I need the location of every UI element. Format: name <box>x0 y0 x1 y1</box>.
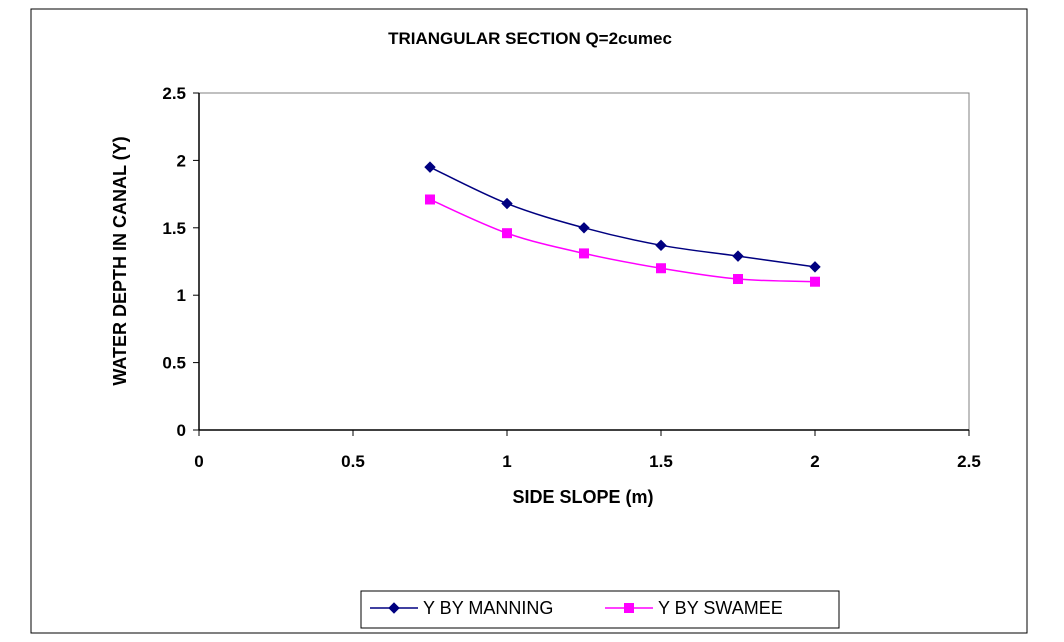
series-line-y-by-manning <box>429 166 816 268</box>
data-point-y-by-manning <box>578 222 590 234</box>
y-tick-label: 2.5 <box>162 84 186 103</box>
x-tick-label: 2.5 <box>957 452 981 471</box>
data-point-y-by-manning <box>655 239 667 252</box>
data-point-y-by-manning <box>732 250 744 262</box>
data-point-y-by-swamee <box>502 228 512 239</box>
x-tick-label: 0.5 <box>341 452 365 471</box>
data-point-y-by-swamee <box>425 194 435 205</box>
y-tick-label: 0.5 <box>162 354 186 373</box>
x-tick-label: 2 <box>810 452 819 471</box>
data-point-y-by-swamee <box>810 276 820 287</box>
legend-marker-y-by-manning <box>388 602 400 614</box>
legend-label-y-by-manning: Y BY MANNING <box>423 598 553 618</box>
axes-layer: 0 0.5 1 1.5 2 2.5 0 0.5 1 1.5 2 2.5 <box>162 84 980 471</box>
legend: Y BY MANNING Y BY SWAMEE <box>360 590 840 629</box>
y-tick-label: 0 <box>177 421 186 440</box>
y-tick-label: 2 <box>177 151 186 170</box>
data-point-y-by-swamee <box>733 274 743 285</box>
series-line-y-by-swamee <box>429 198 816 283</box>
plot-area <box>198 92 970 431</box>
data-point-y-by-swamee <box>579 248 589 259</box>
x-tick-label: 1.5 <box>649 452 673 471</box>
data-point-y-by-manning <box>424 161 436 173</box>
y-axis-label: WATER DEPTH IN CANAL (Y) <box>110 136 130 385</box>
series-layer <box>424 161 821 287</box>
y-tick-label: 1.5 <box>162 219 186 238</box>
data-point-y-by-manning <box>809 261 821 273</box>
legend-items: Y BY MANNING Y BY SWAMEE <box>370 598 783 618</box>
legend-marker-y-by-swamee <box>624 603 634 613</box>
x-tick-label: 1 <box>502 452 511 471</box>
data-point-y-by-swamee <box>656 263 666 274</box>
x-axis-label: SIDE SLOPE (m) <box>512 487 653 507</box>
chart-title: TRIANGULAR SECTION Q=2cumec <box>388 29 672 48</box>
legend-label-y-by-swamee: Y BY SWAMEE <box>658 598 783 618</box>
y-tick-label: 1 <box>177 286 186 305</box>
x-tick-label: 0 <box>194 452 203 471</box>
data-point-y-by-manning <box>501 197 513 210</box>
legend-box <box>360 590 840 629</box>
